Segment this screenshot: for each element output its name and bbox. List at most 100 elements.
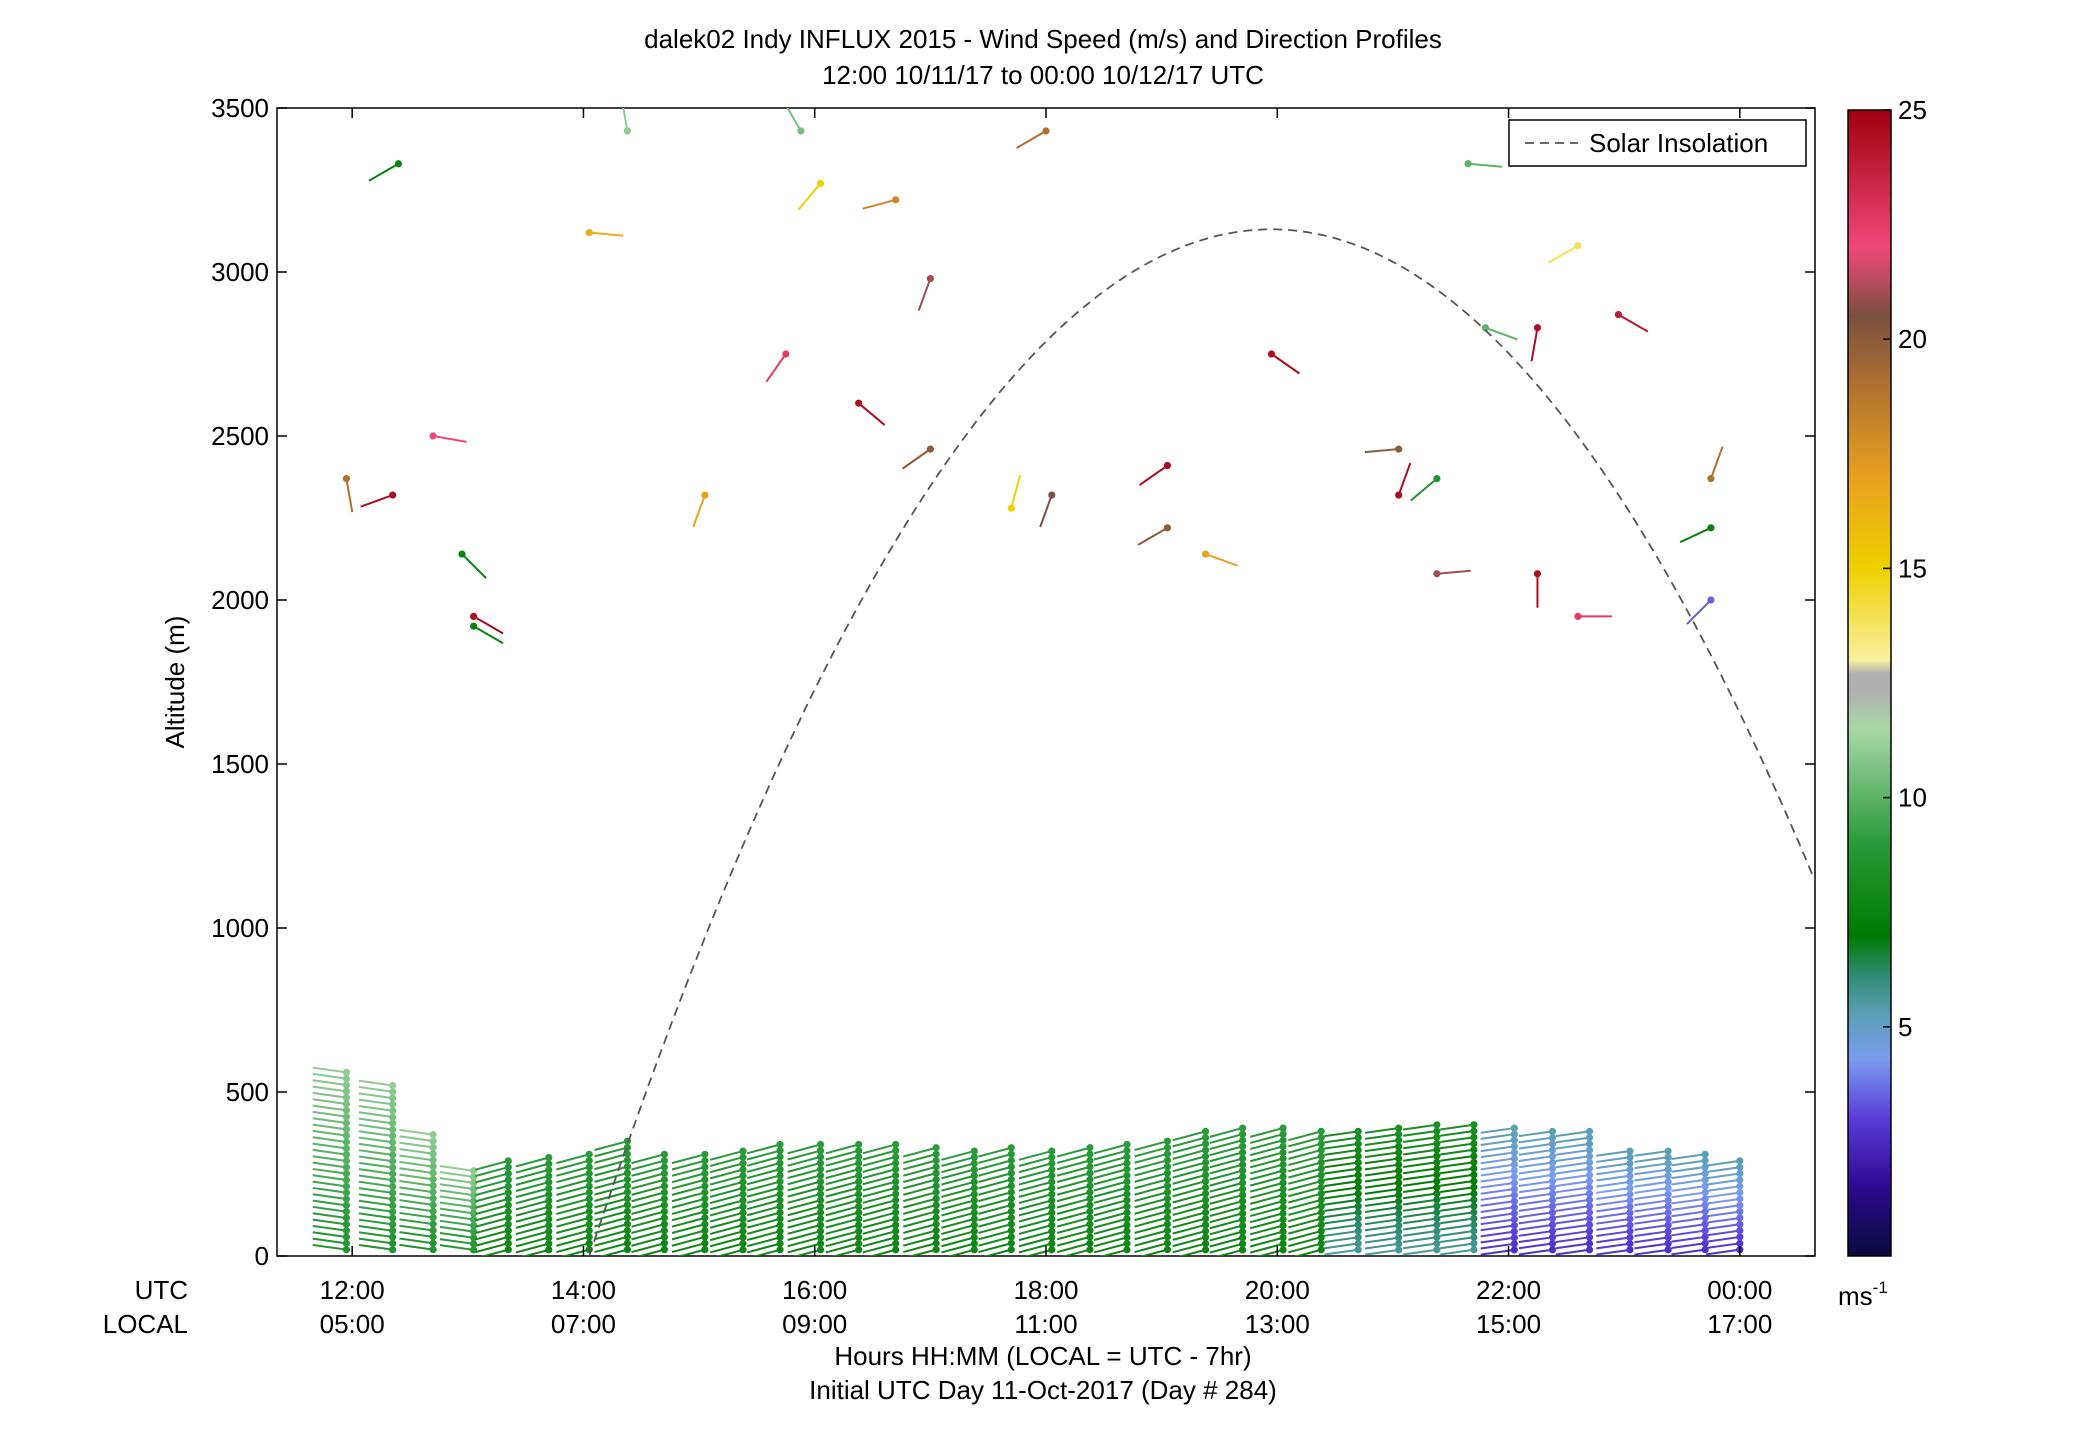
profile-barb-line [1172,1211,1206,1223]
profile-barb-point [585,1176,593,1184]
profile-barb-point [776,1196,784,1204]
profile-barb-line [1209,1181,1243,1193]
profile-barb-point [855,1227,863,1235]
profile-barb-point [585,1226,593,1235]
profile-barb-point [469,1234,478,1242]
profile-barb-point [701,1233,709,1241]
profile-barb-point [1548,1215,1557,1223]
profile-barb-line [1555,1205,1590,1212]
profile-barb-line [594,1235,628,1247]
x-row-label-local: LOCAL [103,1309,188,1339]
profile-barb-point [504,1188,512,1197]
profile-barb-line [312,1193,347,1200]
profile-barb-line [1099,1248,1128,1256]
profile-barb-point [660,1163,668,1171]
profile-barb-line [312,1167,347,1175]
profile-barb-line [1671,1242,1706,1250]
profile-barb-line [1249,1169,1284,1181]
profile-barb-point [1510,1246,1518,1254]
profile-barb-point [1510,1209,1518,1217]
profile-barb-line [1518,1161,1553,1169]
profile-barb-point [892,1246,900,1254]
profile-barb-point [1585,1221,1594,1229]
profile-barb-point [1354,1227,1362,1235]
profile-barb-line [903,1184,937,1196]
upper-barb-point [1042,127,1050,135]
profile-barb-point [342,1220,350,1228]
profile-barb-point [342,1189,350,1197]
profile-barb-point [342,1233,350,1241]
x-tick-label-local: 05:00 [320,1309,385,1339]
profile-barb-point [1626,1233,1634,1242]
profile-barb-line [1324,1149,1359,1156]
upper-barb-point [342,475,350,483]
profile-barb-line [1596,1224,1631,1231]
profile-barb-line [671,1153,706,1165]
profile-barb-point [1007,1163,1015,1171]
profile-barb-line [399,1243,434,1251]
profile-barb-line [399,1192,434,1200]
profile-barb-point [739,1147,747,1155]
profile-barb-line [1555,1242,1590,1250]
profile-barb-point [1664,1147,1672,1155]
profile-barb-line [358,1142,393,1150]
profile-barb-point [855,1171,863,1180]
profile-barb-point [892,1147,900,1155]
upper-barb-point [816,179,825,188]
profile-barb-point [1510,1130,1518,1138]
profile-barb-point [1238,1203,1247,1211]
profile-barb-point [1470,1152,1478,1160]
profile-barb-point [1354,1208,1362,1216]
profile-barb-point [1354,1202,1362,1210]
profile-barb-line [358,1168,393,1175]
profile-barb-point [1279,1228,1287,1236]
profile-barb-line [1480,1157,1515,1165]
profile-barb-line [1555,1230,1590,1237]
profile-barb-line [1440,1161,1475,1169]
profile-barb-point [1548,1165,1557,1173]
profile-barb-point [429,1220,437,1228]
profile-barb-point [1548,1221,1557,1229]
profile-barb-line [1093,1149,1128,1161]
profile-barb-point [545,1215,553,1223]
profile-barb-line [1480,1145,1515,1153]
profile-barb-point [816,1246,825,1254]
profile-barb-point [1354,1133,1362,1142]
profile-barb-line [1093,1193,1128,1204]
profile-barb-line [1440,1186,1475,1193]
profile-barb-line [1364,1248,1399,1256]
profile-barb-line [1440,1223,1475,1231]
profile-barb-point [1585,1227,1594,1235]
profile-barb-point [342,1144,350,1152]
profile-barb-point [469,1203,478,1211]
profile-barb-point [504,1214,512,1222]
profile-barb-line [1093,1236,1128,1248]
profile-barb-point [776,1184,784,1192]
profile-barb-line [1440,1205,1475,1212]
profile-barb-point [623,1220,631,1228]
profile-barb-point [1395,1221,1403,1230]
profile-barb-point [892,1227,900,1235]
profile-barb-point [1585,1215,1594,1223]
profile-barb-point [816,1233,825,1242]
profile-barb-point [1317,1190,1325,1198]
profile-barb-line [709,1205,744,1217]
profile-barb-line [1440,1192,1475,1200]
profile-barb-point [855,1184,863,1192]
profile-barb-point [1585,1246,1594,1254]
profile-barb-line [1706,1210,1740,1218]
profile-barb-point [1048,1233,1056,1242]
profile-barb-line [1403,1148,1437,1156]
profile-barb-point [1279,1221,1287,1230]
profile-barb-line [515,1242,550,1254]
profile-barb-line [1671,1159,1706,1167]
profile-barb-point [585,1239,593,1247]
profile-barb-line [358,1098,393,1106]
upper-barb-line [1436,569,1471,575]
profile-barb-line [1056,1216,1091,1228]
profile-barb-point [739,1184,747,1192]
profile-barb-point [1585,1190,1594,1198]
profile-barb-line [831,1248,859,1256]
y-tick-label: 1500 [211,749,269,779]
profile-barb-line [1440,1130,1475,1137]
